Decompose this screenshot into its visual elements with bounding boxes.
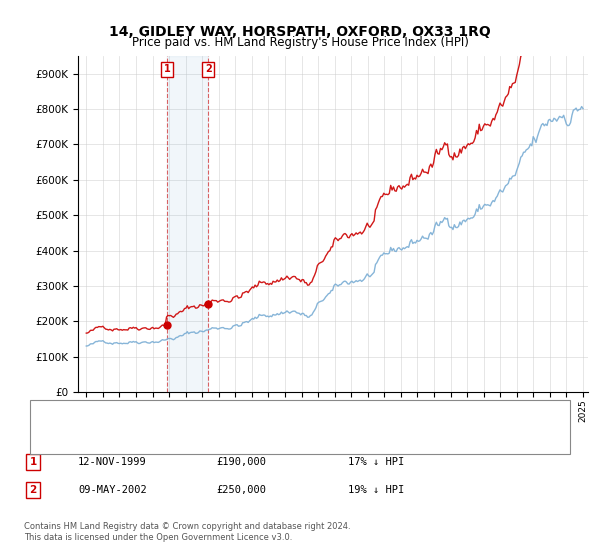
Text: Contains HM Land Registry data © Crown copyright and database right 2024.: Contains HM Land Registry data © Crown c… [24, 522, 350, 531]
Text: 1: 1 [164, 64, 170, 74]
Text: 1: 1 [29, 457, 37, 467]
Text: 09-MAY-2002: 09-MAY-2002 [78, 485, 147, 495]
Text: £190,000: £190,000 [216, 457, 266, 467]
Text: 14, GIDLEY WAY, HORSPATH, OXFORD, OX33 1RQ (detached house): 14, GIDLEY WAY, HORSPATH, OXFORD, OX33 1… [81, 409, 432, 419]
Text: —: — [48, 405, 65, 423]
Text: 14, GIDLEY WAY, HORSPATH, OXFORD, OX33 1RQ: 14, GIDLEY WAY, HORSPATH, OXFORD, OX33 1… [109, 25, 491, 39]
Bar [167, 56, 208, 392]
Text: 19% ↓ HPI: 19% ↓ HPI [348, 485, 404, 495]
Text: 12-NOV-1999: 12-NOV-1999 [78, 457, 147, 467]
Text: Price paid vs. HM Land Registry's House Price Index (HPI): Price paid vs. HM Land Registry's House … [131, 36, 469, 49]
Text: £250,000: £250,000 [216, 485, 266, 495]
Text: 17% ↓ HPI: 17% ↓ HPI [348, 457, 404, 467]
Text: HPI: Average price, detached house, South Oxfordshire: HPI: Average price, detached house, Sout… [81, 433, 368, 444]
Text: This data is licensed under the Open Government Licence v3.0.: This data is licensed under the Open Gov… [24, 533, 292, 543]
Text: 2: 2 [205, 64, 212, 74]
Text: 2: 2 [29, 485, 37, 495]
Text: —: — [48, 430, 65, 447]
